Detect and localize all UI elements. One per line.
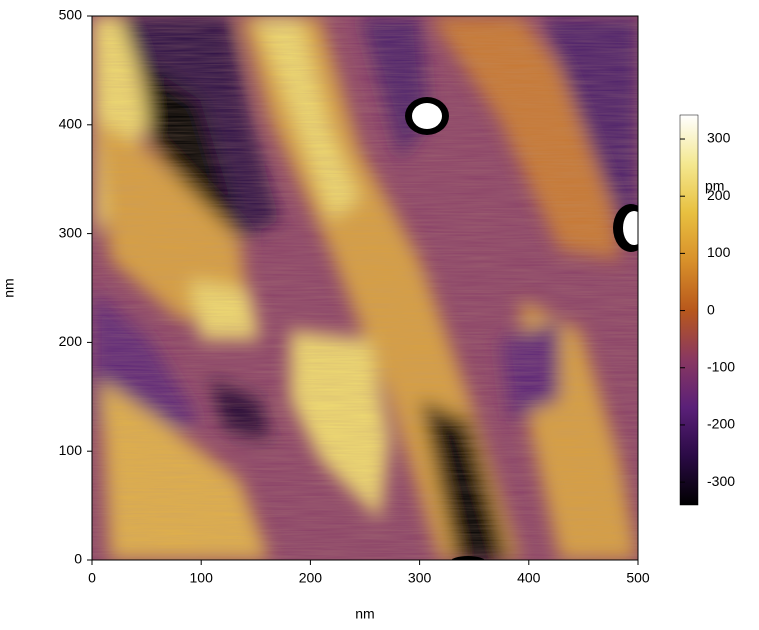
y-tick-label: 500 (59, 7, 83, 23)
y-tick-label: 200 (59, 333, 83, 349)
x-tick-label: 300 (408, 570, 432, 586)
colorbar-tick-label: 0 (707, 301, 715, 317)
y-tick-label: 100 (59, 442, 83, 458)
x-axis-label: nm (355, 606, 374, 622)
x-tick-label: 0 (88, 570, 96, 586)
colorbar-tick-label: -100 (707, 358, 735, 374)
colorbar-tick-label: 100 (707, 244, 731, 260)
y-axis-label: nm (1, 278, 17, 297)
colorbar-tick-label: -200 (707, 416, 735, 432)
x-tick-label: 500 (626, 570, 650, 586)
x-tick-label: 100 (190, 570, 214, 586)
x-tick-label: 400 (517, 570, 541, 586)
colorbar (679, 114, 699, 506)
plot-frame (91, 15, 639, 561)
y-tick-label: 300 (59, 224, 83, 240)
x-tick-label: 200 (299, 570, 323, 586)
colorbar-tick-label: -300 (707, 473, 735, 489)
colorbar-tick-label: 200 (707, 187, 731, 203)
colorbar-label: pm (705, 178, 724, 194)
y-tick-label: 0 (74, 551, 82, 567)
y-tick-label: 400 (59, 116, 83, 132)
afm-image (92, 16, 638, 560)
colorbar-tick-label: 300 (707, 130, 731, 146)
